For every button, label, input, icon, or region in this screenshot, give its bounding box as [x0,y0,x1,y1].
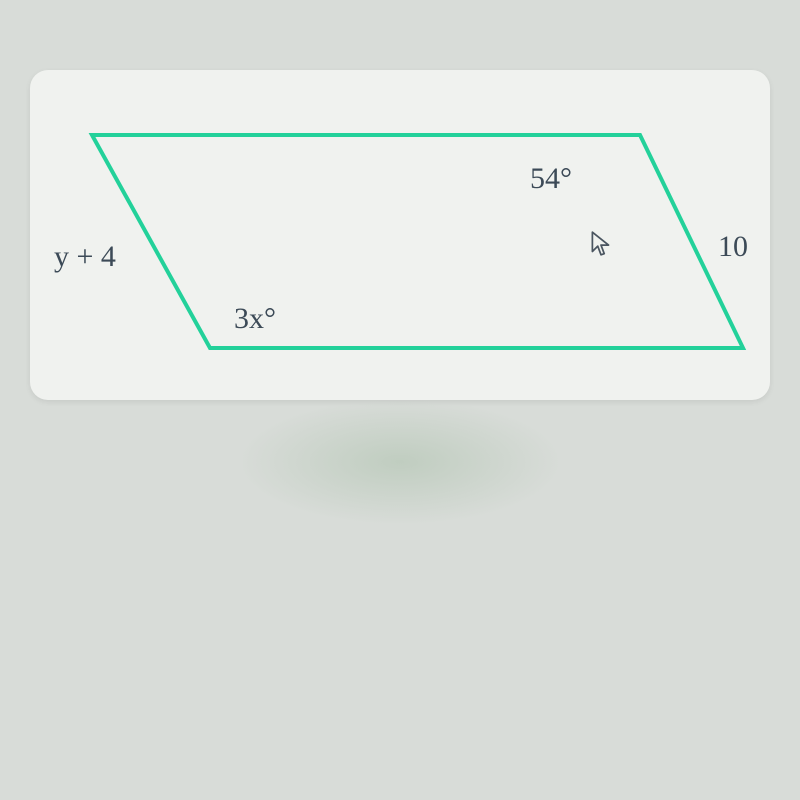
soft-shadow [190,390,610,570]
diagram-card: 54° 3x° y + 4 10 [30,70,770,400]
mouse-cursor-icon [590,230,612,258]
parallelogram-svg [30,70,770,400]
side-label-right: 10 [718,230,748,264]
angle-label-top-right: 54° [530,162,572,196]
side-label-left: y + 4 [54,240,116,274]
angle-label-bottom-left: 3x° [234,302,276,336]
